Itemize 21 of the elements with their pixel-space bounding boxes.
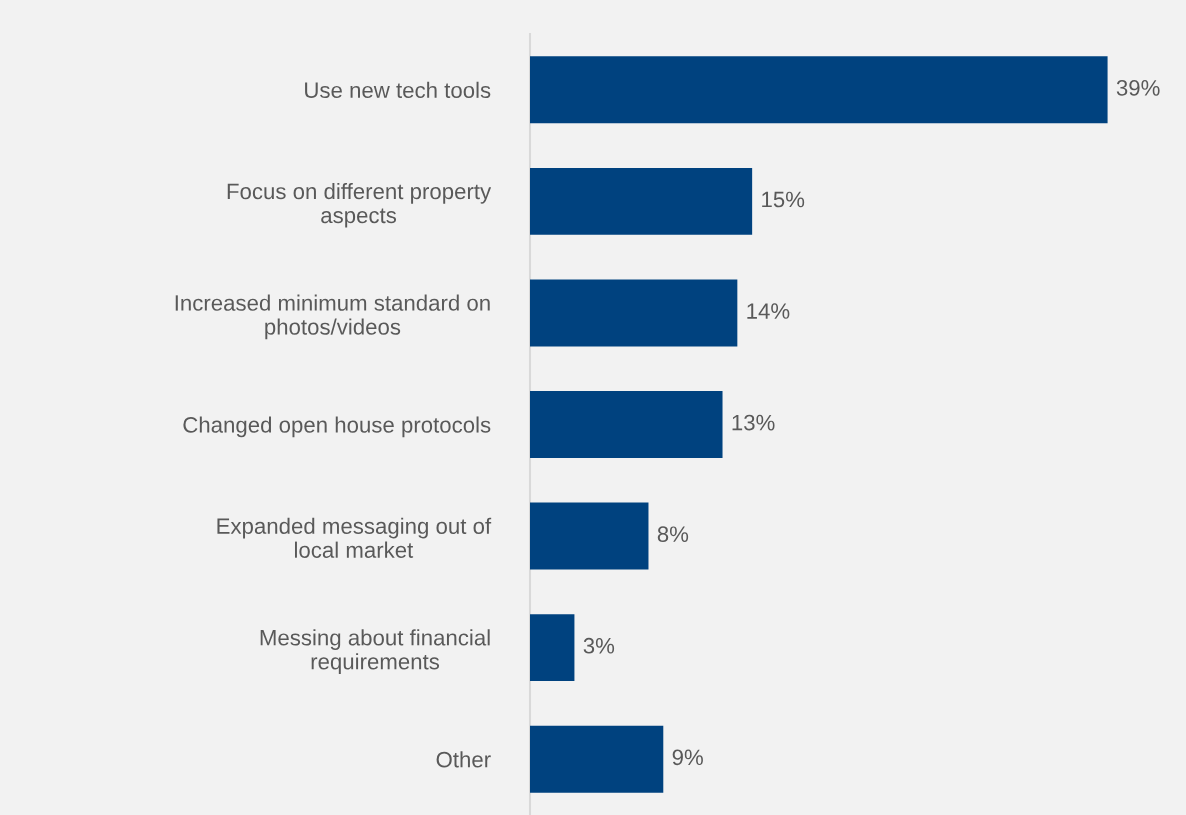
bar xyxy=(530,279,738,347)
bar xyxy=(530,614,575,682)
data-label: 39% xyxy=(1116,80,1160,96)
y-tick-label: Focus on different property aspects xyxy=(227,182,492,228)
data-label: 15% xyxy=(762,191,805,208)
y-tick-label: Other xyxy=(436,751,491,768)
y-tick-label: Messing about financial requirements xyxy=(260,629,490,674)
y-tick-label: Use new tech tools xyxy=(305,81,491,99)
bar xyxy=(530,56,1108,124)
y-tick-label: Expanded messaging out of local market xyxy=(217,517,492,558)
bar xyxy=(530,167,753,235)
y-tick-label: Increased minimum standard on photos/videos xyxy=(175,294,490,340)
data-label: 8% xyxy=(657,526,689,543)
data-label: 3% xyxy=(583,637,615,654)
data-label: 9% xyxy=(672,749,703,766)
y-tick-label: Changed open house protocols xyxy=(183,416,491,438)
bar xyxy=(530,391,723,458)
bar xyxy=(530,502,649,570)
bar xyxy=(530,725,664,793)
data-label: 13% xyxy=(732,414,775,431)
data-label: 14% xyxy=(747,303,790,319)
